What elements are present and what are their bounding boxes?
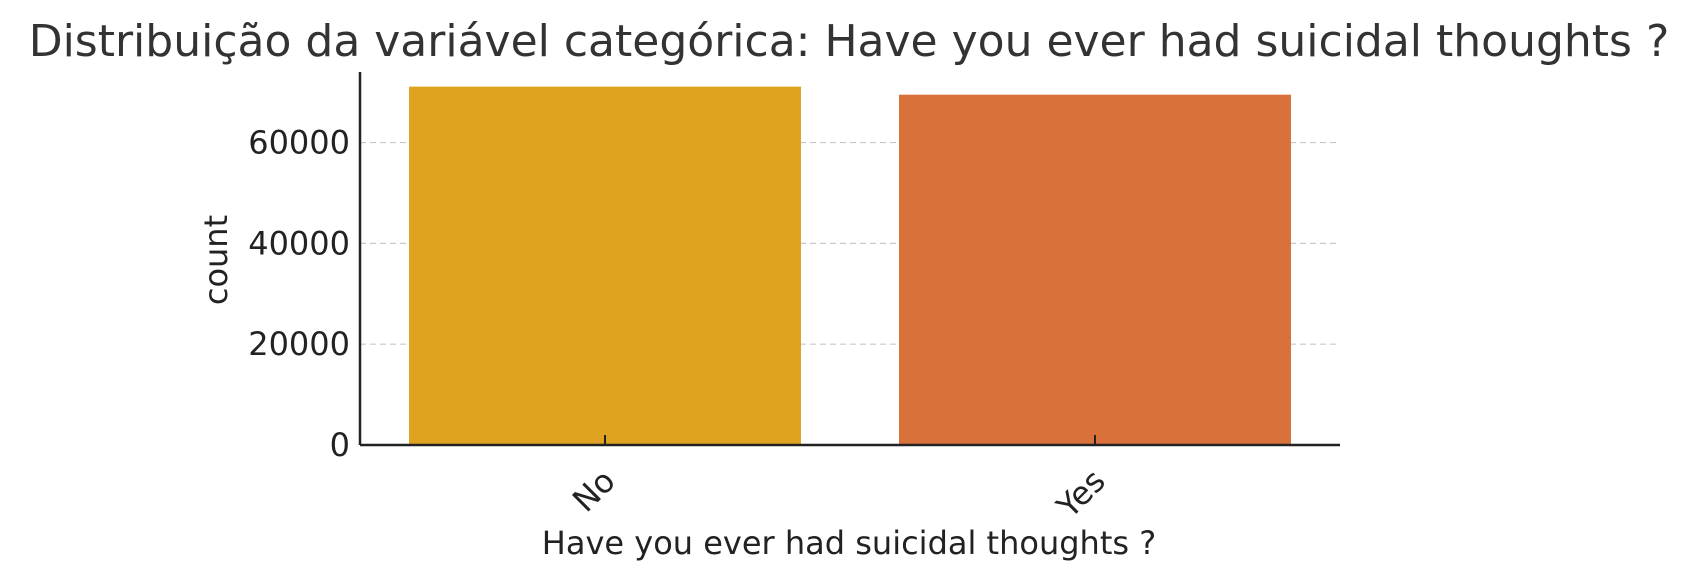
axes [358,72,1340,447]
x-tick-label: No [565,462,623,520]
x-axis-label: Have you ever had suicidal thoughts ? [542,524,1156,562]
bars [409,86,1291,446]
y-tick-label: 60000 [248,124,350,162]
bar-no [409,86,801,446]
x-tick-label: Yes [1049,462,1113,526]
y-tick-label: 0 [330,426,350,464]
y-tick-label: 20000 [248,325,350,363]
y-axis-label: count [197,215,235,305]
bar-yes [899,94,1291,445]
chart-title: Distribuição da variável categórica: Hav… [29,16,1670,67]
y-tick-label: 40000 [248,224,350,262]
